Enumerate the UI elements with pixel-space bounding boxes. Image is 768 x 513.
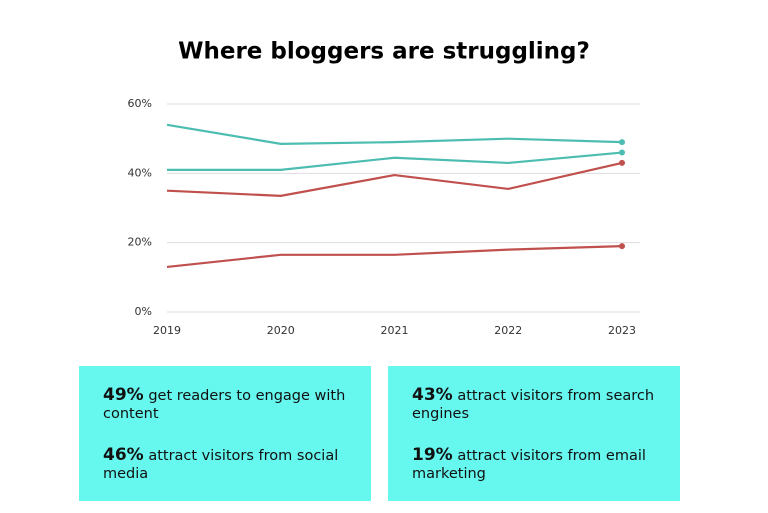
y-tick-label: 20% [128, 236, 152, 249]
x-tick-label: 2020 [267, 324, 295, 337]
x-tick-label: 2021 [381, 324, 409, 337]
x-tick-label: 2023 [608, 324, 636, 337]
stat-text: get readers to engage with content [103, 388, 346, 422]
stat: 43% [412, 385, 453, 405]
series-line [167, 151, 623, 171]
end-point [619, 243, 625, 250]
stat-text: attract visitors from social media [103, 448, 339, 482]
stat: 46% [103, 445, 144, 465]
chart: Where bloggers are struggling? 0% 20% 40% 6… [128, 39, 640, 337]
stat-text: attract visitors from email marketing [412, 448, 646, 482]
stat-box: 49% get readers to engage with content 4… [79, 366, 371, 501]
x-tick-label: 2022 [494, 324, 522, 337]
end-point [619, 159, 625, 166]
y-tick-label: 40% [128, 166, 152, 179]
y-tick-label: 0% [135, 305, 152, 318]
series-line [166, 123, 623, 145]
x-tick-label: 2019 [153, 324, 181, 337]
end-point [619, 149, 625, 156]
series-line [166, 161, 623, 197]
stat-text: attract visitors from search engines [412, 388, 655, 422]
series-line [166, 245, 623, 269]
stat-item: 46% attract visitors from social media [103, 446, 353, 483]
chart-title: Where bloggers are struggling? [178, 39, 590, 65]
stat-box: 43% attract visitors from search engines… [388, 366, 680, 501]
y-tick-label: 60% [128, 97, 152, 110]
end-point [619, 139, 625, 146]
stat-item: 19% attract visitors from email marketin… [412, 446, 662, 483]
stat-item: 49% get readers to engage with content [103, 386, 353, 423]
stat-item: 43% attract visitors from search engines [412, 386, 662, 423]
stat: 49% [103, 385, 144, 405]
stat: 19% [412, 445, 453, 465]
